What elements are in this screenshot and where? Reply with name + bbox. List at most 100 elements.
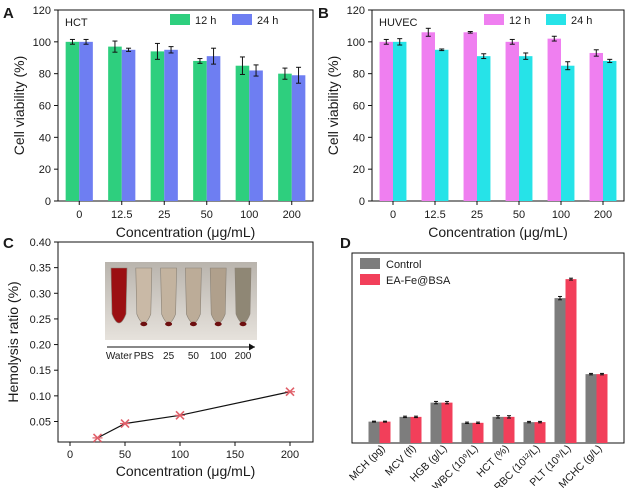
x-tick-label: 200 — [594, 209, 612, 221]
legend-swatch — [232, 14, 252, 25]
bar-control — [492, 416, 504, 443]
y-tick-label: 100 — [347, 37, 365, 49]
y-axis-label: Cell viability (%) — [325, 56, 341, 156]
bar-12h-50 — [505, 41, 519, 202]
plot-frame — [57, 241, 314, 443]
y-tick-label: 120 — [347, 5, 365, 17]
bar-12h-100 — [235, 65, 250, 201]
y-tick-label: 80 — [39, 69, 51, 81]
bar-24h-0 — [79, 41, 93, 202]
x-axis-label: Concentration (μg/mL) — [428, 224, 568, 240]
y-tick-label: 60 — [353, 101, 365, 113]
bar-12h-12.5 — [421, 32, 435, 202]
bar-control — [399, 416, 411, 443]
tube — [160, 267, 177, 324]
legend-label: 24 h — [571, 15, 592, 27]
panel-letter: A — [3, 5, 14, 22]
plot-frame — [57, 9, 314, 202]
y-tick-label: 40 — [353, 132, 365, 144]
y-tick-label: 20 — [353, 164, 365, 176]
bar-24h-200 — [291, 75, 306, 201]
legend-swatch — [170, 14, 190, 25]
bar-12h-50 — [193, 60, 207, 201]
bar-24h-50 — [206, 56, 221, 202]
x-tick-label: 25 — [158, 209, 170, 221]
bar-control — [523, 422, 535, 443]
tube — [185, 267, 202, 324]
tube-label: 50 — [188, 351, 200, 362]
y-tick-label: 0.15 — [30, 365, 51, 377]
tube — [110, 267, 128, 324]
bar-12h-25 — [150, 51, 165, 202]
legend-swatch — [360, 274, 380, 285]
y-axis-label: Hemolysis ratio (%) — [5, 281, 21, 402]
x-tick-label: 0 — [67, 449, 73, 461]
x-tick-label: 100 — [171, 449, 189, 461]
y-tick-label: 0.25 — [30, 314, 51, 326]
legend-swatch — [360, 258, 380, 269]
bar-24h-25 — [477, 56, 491, 202]
x-tick-label: 200 — [281, 449, 299, 461]
x-tick-label: 12.5 — [424, 209, 445, 221]
tube-label: 100 — [210, 351, 227, 362]
panel-a: A 0 20 40 60 80 100 120 0 12.5 25 50 100 200 HCT 12 h 24… — [3, 5, 314, 240]
tube-label: PBS — [134, 351, 154, 362]
tube-pellet — [165, 321, 173, 327]
panel-letter: D — [340, 235, 351, 252]
x-tick-label: 50 — [201, 209, 213, 221]
bar-control — [554, 298, 566, 443]
tube — [209, 267, 227, 324]
y-tick-label: 0.05 — [30, 416, 51, 428]
legend-label: EA-Fe@BSA — [386, 275, 451, 287]
series-line — [97, 391, 291, 439]
legend-label: 24 h — [257, 15, 278, 27]
bar-24h-0 — [393, 41, 407, 202]
bar-12h-200 — [589, 52, 603, 201]
bar-24h-12.5 — [121, 49, 136, 201]
x-tick-label: 150 — [226, 449, 244, 461]
bar-control — [461, 422, 473, 443]
bar-12h-200 — [278, 73, 292, 201]
y-tick-label: 0.30 — [30, 288, 51, 300]
x-axis-label: Concentration (μg/mL) — [116, 463, 256, 479]
y-tick-label: 60 — [39, 101, 51, 113]
x-tick-label: MCH (pg) — [347, 443, 388, 484]
bar-12h-0 — [379, 41, 393, 202]
panel-letter: C — [3, 235, 14, 252]
legend-swatch — [546, 14, 566, 25]
x-tick-label: 100 — [552, 209, 570, 221]
bar-24h-100 — [561, 65, 575, 201]
legend-label: 12 h — [195, 15, 216, 27]
inset-arrow-head — [249, 343, 255, 351]
bar-ea-fe-bsa — [534, 422, 546, 443]
legend-label: 12 h — [509, 15, 530, 27]
cell-line-label: HUVEC — [379, 17, 418, 29]
y-tick-label: 0.40 — [30, 237, 51, 249]
y-tick-label: 0.10 — [30, 391, 51, 403]
tube-pellet — [189, 321, 197, 327]
inset-photo — [105, 262, 257, 340]
x-tick-label: 0 — [390, 209, 396, 221]
panel-letter: B — [318, 5, 329, 22]
tube-pellet — [214, 321, 222, 327]
bar-24h-50 — [519, 56, 533, 202]
bar-control — [430, 402, 442, 443]
plot-frame — [351, 252, 625, 444]
bar-ea-fe-bsa — [565, 279, 577, 443]
bar-ea-fe-bsa — [410, 416, 422, 443]
bar-24h-12.5 — [435, 49, 449, 201]
y-tick-label: 0.35 — [30, 263, 51, 275]
bar-24h-25 — [164, 49, 178, 201]
bar-24h-100 — [249, 70, 263, 201]
bar-12h-0 — [65, 41, 80, 202]
panel-c: C 0.05 0.10 0.15 0.20 0.25 0.30 0.35 0.40 0 50 100 1… — [3, 235, 314, 479]
y-tick-label: 0 — [359, 196, 365, 208]
bar-ea-fe-bsa — [379, 421, 391, 443]
y-tick-label: 0.20 — [30, 340, 51, 352]
tube-label: 200 — [235, 351, 252, 362]
x-tick-label: 0 — [76, 209, 82, 221]
bar-ea-fe-bsa — [503, 416, 515, 443]
tube — [234, 267, 252, 324]
legend-swatch — [484, 14, 504, 25]
